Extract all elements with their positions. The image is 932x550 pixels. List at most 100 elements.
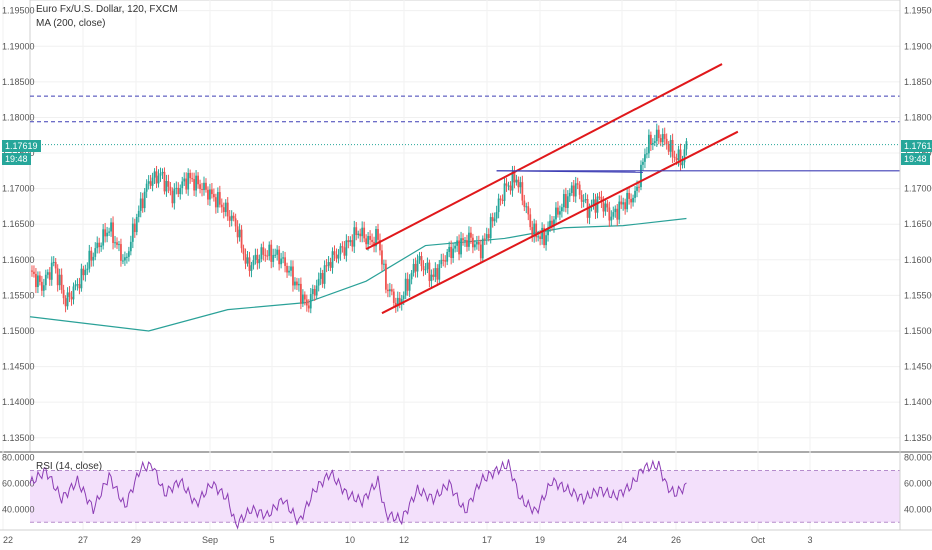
- candle-body: [665, 138, 668, 145]
- candle-body: [212, 194, 215, 198]
- candle-body: [185, 178, 188, 190]
- candle-body: [487, 234, 490, 239]
- candle-body: [582, 200, 585, 202]
- candle-body: [361, 227, 364, 237]
- candle-body: [157, 175, 160, 184]
- candle-body: [614, 208, 617, 213]
- candle-body: [343, 247, 346, 256]
- rsi-tick-left: 40.0000: [2, 504, 35, 514]
- candle-body: [38, 275, 41, 282]
- candle-body: [385, 263, 387, 290]
- y-tick-label-right: 1.19000: [904, 41, 932, 51]
- candle-body: [327, 262, 330, 266]
- candle-body: [410, 272, 413, 280]
- candle-body: [141, 198, 144, 209]
- candle-body: [418, 256, 421, 261]
- candle-body: [40, 281, 43, 291]
- candle-body: [541, 227, 544, 240]
- candle-body: [31, 270, 33, 272]
- candle-body: [434, 268, 437, 277]
- candle-body: [448, 246, 451, 252]
- rsi-indicator-label[interactable]: RSI (14, close): [36, 461, 103, 472]
- candle-body: [677, 149, 680, 161]
- candle-body: [207, 189, 209, 200]
- overlays-layer: [30, 63, 900, 315]
- candle-body: [483, 238, 486, 240]
- y-tick-label-right: 1.15000: [904, 326, 932, 336]
- candle-body: [642, 161, 644, 165]
- candle-body: [315, 285, 318, 296]
- candle-body: [626, 192, 629, 210]
- candle-body: [155, 171, 158, 184]
- candle-body: [620, 201, 623, 205]
- candle-body: [266, 255, 269, 257]
- candle-body: [205, 182, 207, 190]
- candle-body: [392, 291, 395, 303]
- candle-body: [379, 239, 381, 251]
- candle-body: [120, 244, 122, 261]
- candle-body: [46, 272, 49, 275]
- candle-body: [307, 305, 310, 309]
- right-countdown-tag: 19:48: [901, 153, 930, 165]
- candle-body: [220, 204, 223, 208]
- candle-body: [381, 250, 383, 265]
- candle-body: [365, 238, 368, 245]
- candle-body: [661, 134, 664, 143]
- y-tick-label-left: 1.14500: [2, 362, 35, 372]
- candle-body: [240, 229, 243, 249]
- ma-indicator-label[interactable]: MA (200, close): [36, 18, 106, 29]
- y-tick-label-left: 1.18500: [2, 77, 35, 87]
- candle-body: [651, 142, 654, 145]
- candle-body: [584, 199, 587, 201]
- candle-body: [278, 249, 281, 265]
- candle-body: [167, 181, 170, 187]
- candle-body: [216, 192, 219, 208]
- candle-body: [679, 149, 682, 166]
- candle-body: [252, 260, 255, 266]
- candle-body: [76, 284, 79, 286]
- candle-body: [296, 281, 298, 286]
- candle-body: [481, 238, 484, 259]
- candle-body: [260, 247, 263, 260]
- candle-body: [153, 171, 156, 178]
- symbol-title[interactable]: Euro Fx/U.S. Dollar, 120, FXCM: [36, 4, 178, 15]
- candle-body: [420, 256, 423, 267]
- candle-body: [280, 258, 283, 265]
- y-tick-label-right: 1.14500: [904, 362, 932, 372]
- candle-body: [203, 182, 205, 191]
- y-tick-label-left: 1.15000: [2, 326, 35, 336]
- y-tick-label-right: 1.17000: [904, 184, 932, 194]
- candle-body: [298, 283, 300, 286]
- candle-body: [562, 194, 565, 208]
- x-tick-label: 27: [78, 535, 88, 545]
- candle-body: [345, 240, 348, 256]
- candle-body: [305, 299, 308, 306]
- candle-body: [282, 257, 284, 259]
- candle-body: [48, 272, 51, 280]
- candle-body: [294, 281, 296, 286]
- candle-body: [290, 266, 292, 271]
- candle-body: [161, 171, 164, 174]
- candle-body: [341, 246, 344, 248]
- candle-body: [446, 251, 449, 262]
- candle-body: [400, 298, 403, 305]
- y-tick-label-left: 1.16000: [2, 255, 35, 265]
- candle-body: [547, 227, 549, 236]
- y-tick-label-left: 1.16500: [2, 219, 35, 229]
- candle-body: [222, 207, 225, 213]
- candle-body: [598, 196, 601, 198]
- candle-body: [367, 236, 370, 245]
- moving-average-layer: [29, 217, 687, 332]
- candle-body: [557, 207, 559, 215]
- candle-body: [475, 242, 478, 245]
- candle-body: [644, 154, 646, 162]
- candle-body: [653, 141, 656, 143]
- candle-body: [539, 236, 542, 240]
- candle-body: [377, 228, 379, 240]
- rsi-tick-right: 40.0000: [904, 504, 932, 514]
- candle-body: [226, 202, 229, 217]
- candle-body: [262, 247, 265, 255]
- candle-body: [64, 298, 67, 307]
- candle-body: [511, 172, 514, 191]
- candle-body: [54, 261, 57, 269]
